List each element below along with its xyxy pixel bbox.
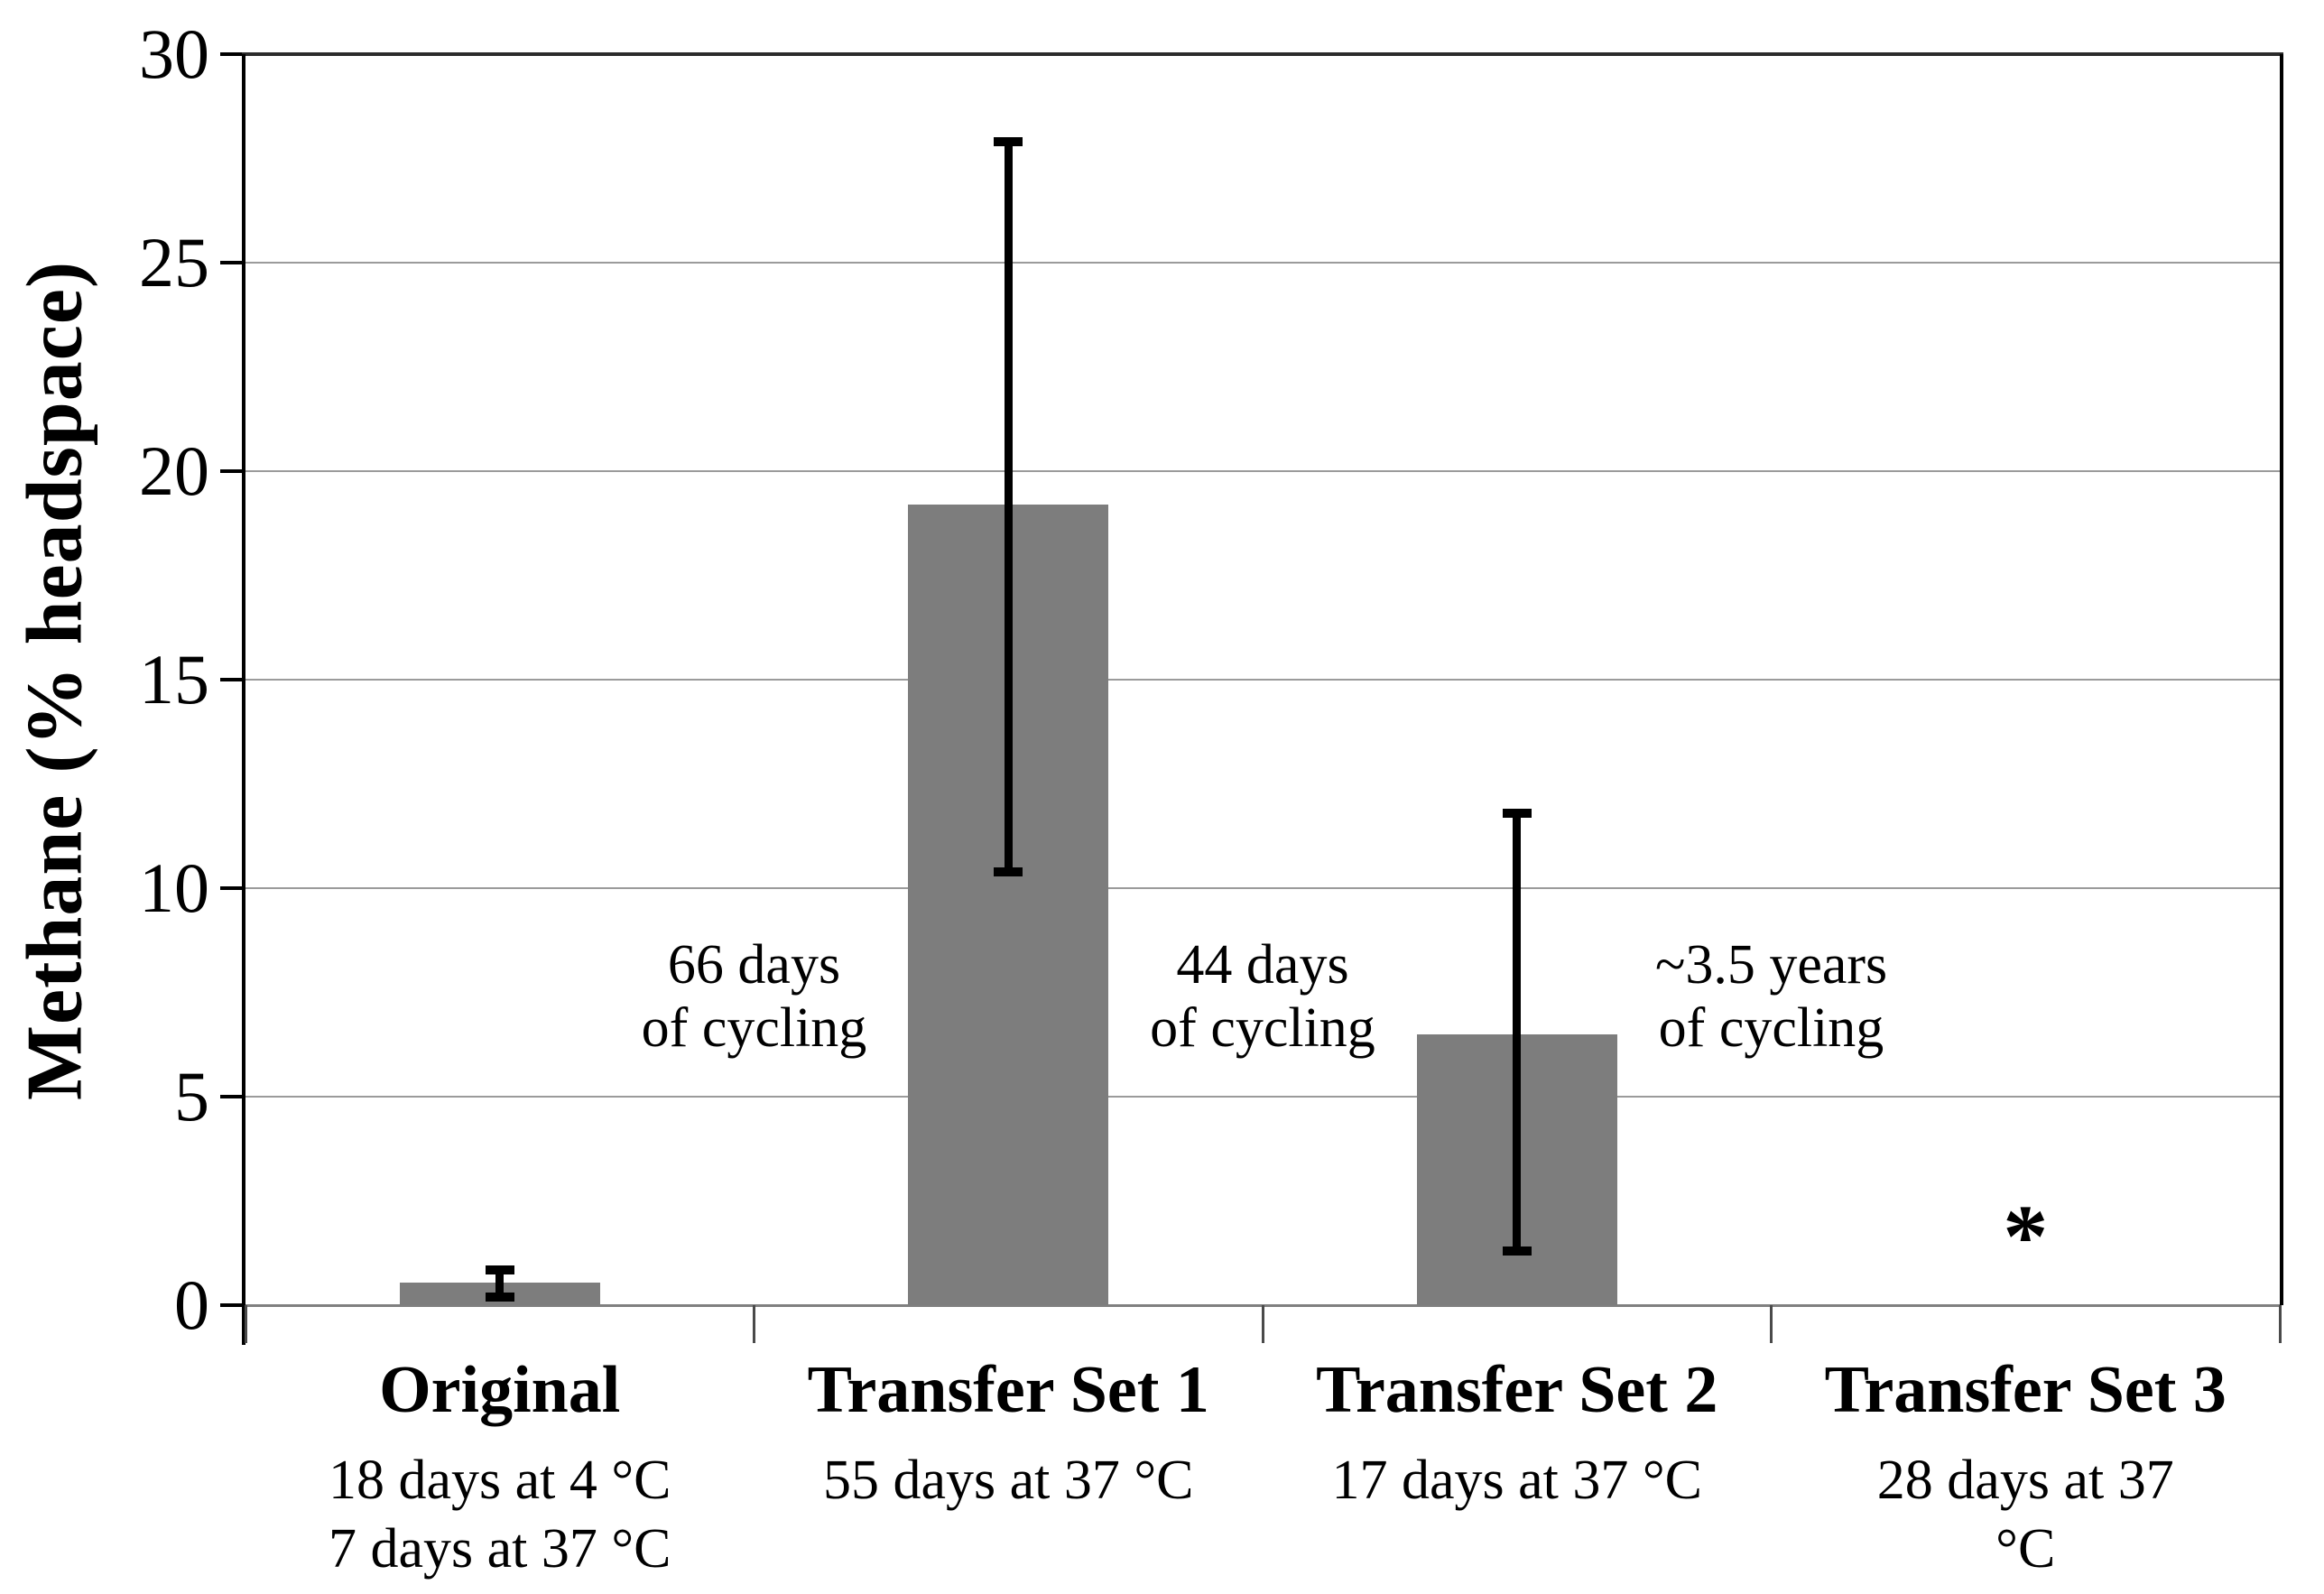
x-boundary-tick-2 — [1261, 1305, 1264, 1343]
category-sublabel-1: 18 days at 4 °C 7 days at 37 °C — [328, 1450, 671, 1580]
y-tick-30 — [220, 52, 242, 56]
annotation-3: ~3.5 years of cycling — [1654, 934, 1888, 1060]
y-tick-label-5: 5 — [174, 1057, 209, 1135]
significance-asterisk: * — [2003, 1186, 2049, 1287]
category-label-4: Transfer Set 3 — [1824, 1353, 2227, 1427]
x-boundary-tick-4 — [2278, 1305, 2282, 1343]
error-bar-line-3 — [1513, 812, 1522, 1251]
error-bar-cap-top-2 — [994, 137, 1023, 147]
gridline-15 — [245, 679, 2280, 681]
y-axis-line — [242, 54, 245, 1345]
error-bar-cap-bottom-3 — [1502, 1246, 1532, 1256]
gridline-25 — [245, 262, 2280, 264]
category-sublabel-2: 55 days at 37 °C — [822, 1450, 1194, 1511]
gridline-10 — [245, 887, 2280, 889]
category-sublabel-4: 28 days at 37 °C — [1876, 1450, 2174, 1580]
error-bar-cap-top-3 — [1502, 808, 1532, 818]
plot-border-top — [242, 52, 2283, 56]
y-tick-label-15: 15 — [139, 640, 209, 718]
gridline-5 — [245, 1096, 2280, 1098]
error-bar-cap-bottom-1 — [485, 1292, 514, 1302]
y-tick-label-20: 20 — [139, 431, 209, 510]
y-tick-0 — [220, 1303, 242, 1307]
category-sublabel-3: 17 days at 37 °C — [1331, 1450, 1703, 1511]
y-tick-5 — [220, 1095, 242, 1098]
error-bar-cap-top-1 — [485, 1265, 514, 1274]
x-boundary-tick-3 — [1770, 1305, 1773, 1343]
plot-border-right — [2280, 54, 2283, 1305]
x-boundary-tick-1 — [753, 1305, 755, 1343]
y-tick-label-10: 10 — [139, 848, 209, 927]
category-label-1: Original — [379, 1353, 621, 1427]
y-tick-label-25: 25 — [139, 223, 209, 301]
y-tick-10 — [220, 886, 242, 890]
y-tick-25 — [220, 261, 242, 264]
annotation-1: 66 days of cycling — [641, 934, 867, 1060]
annotation-2: 44 days of cycling — [1150, 934, 1375, 1060]
y-tick-15 — [220, 678, 242, 681]
category-label-3: Transfer Set 2 — [1316, 1353, 1718, 1427]
x-boundary-tick-0 — [244, 1305, 247, 1343]
y-tick-20 — [220, 469, 242, 473]
y-tick-label-0: 0 — [174, 1265, 209, 1344]
gridline-20 — [245, 470, 2280, 472]
error-bar-line-2 — [1004, 142, 1013, 872]
y-tick-label-30: 30 — [139, 14, 209, 93]
error-bar-line-1 — [495, 1269, 505, 1297]
error-bar-cap-bottom-2 — [994, 867, 1023, 876]
category-label-2: Transfer Set 1 — [807, 1353, 1209, 1427]
